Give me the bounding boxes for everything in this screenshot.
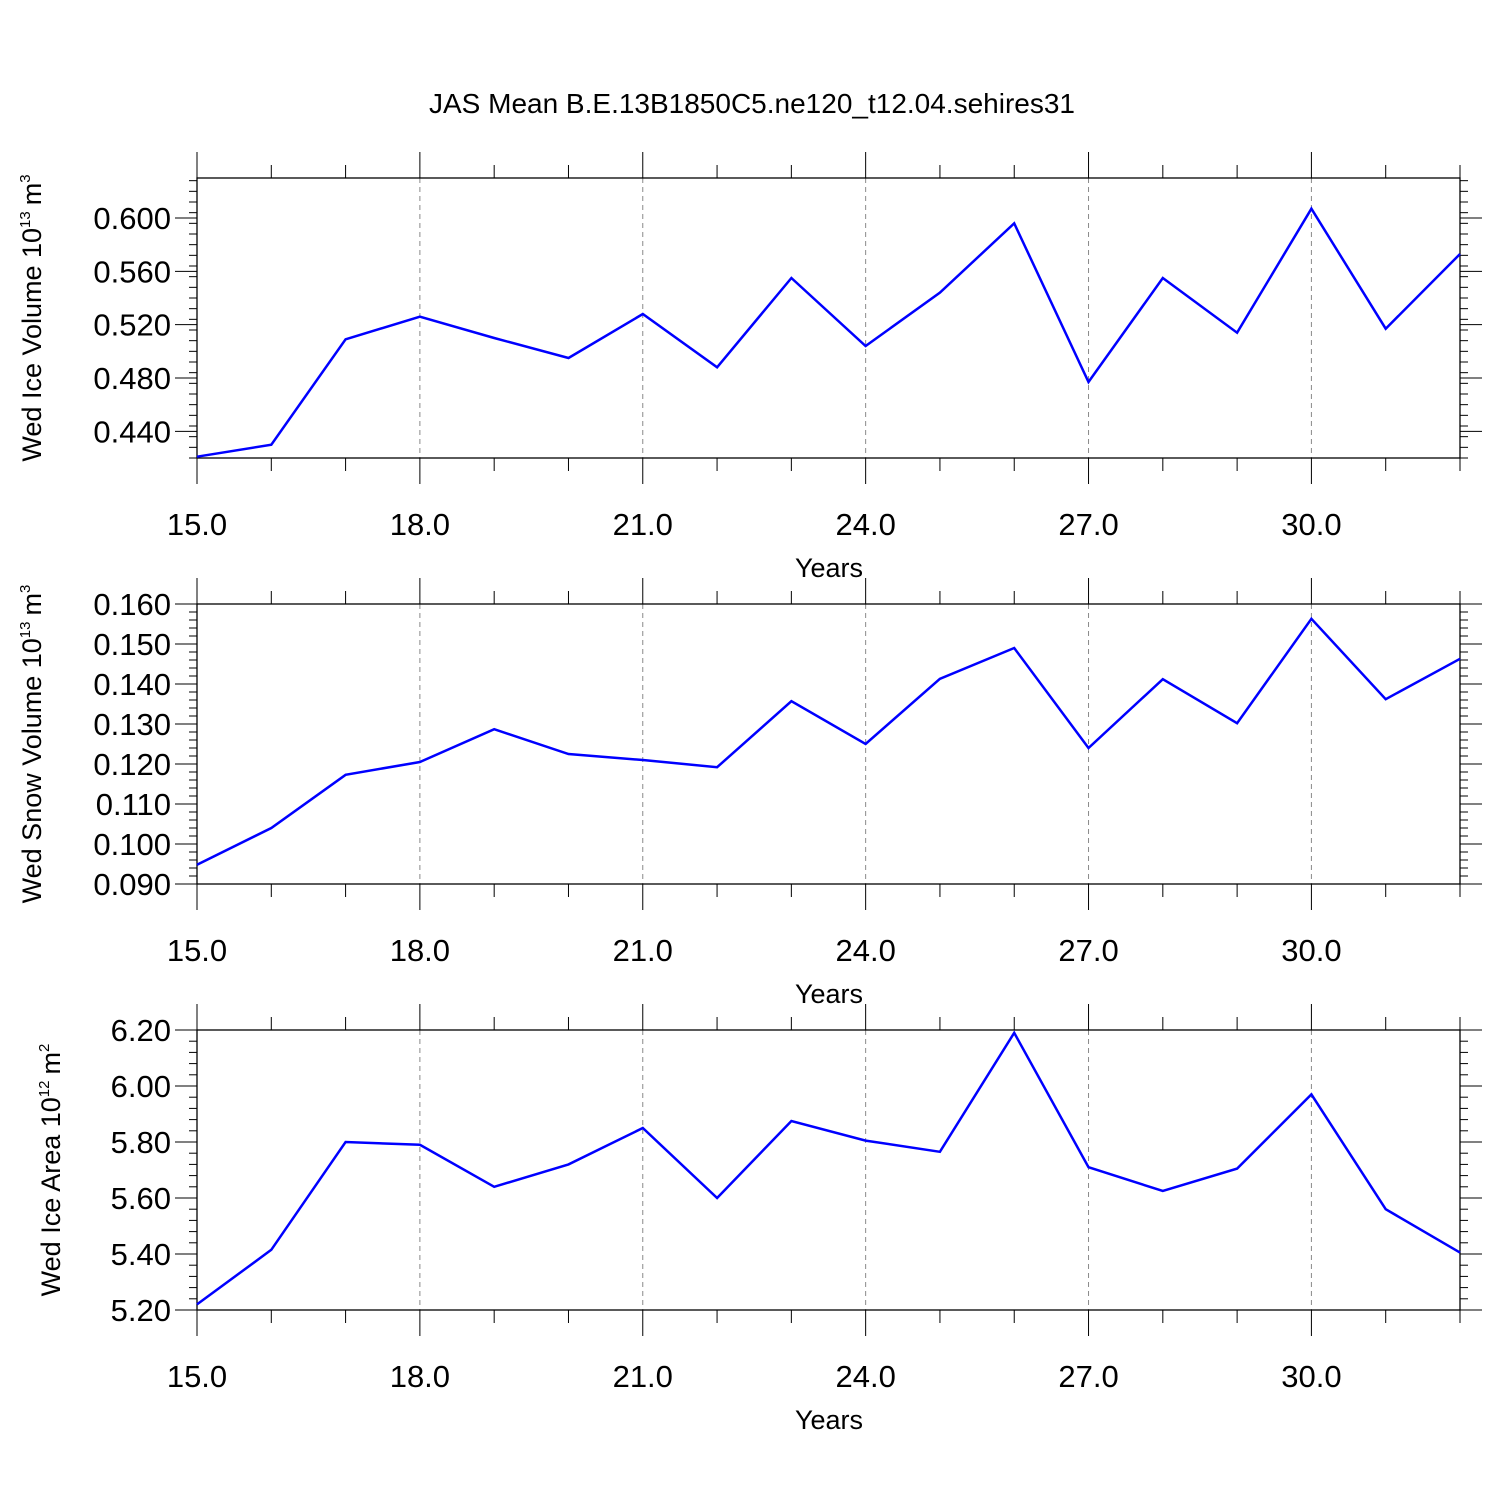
y-axis-label-exponent: 13 xyxy=(17,211,34,228)
y-axis-label: Wed Snow Volume 1013 m3 xyxy=(17,585,47,904)
series-line xyxy=(196,616,1461,866)
y-axis-label-unit: m xyxy=(17,593,47,616)
y-axis-label-text: Wed Ice Area 10 xyxy=(36,1097,66,1296)
x-axis-label: Years xyxy=(795,553,863,583)
x-tick-label: 15.0 xyxy=(167,933,227,968)
y-tick-label: 5.40 xyxy=(111,1237,171,1272)
y-tick-label: 0.100 xyxy=(93,827,171,862)
y-axis-label-text: Wed Snow Volume 10 xyxy=(17,638,47,903)
x-tick-label: 30.0 xyxy=(1281,933,1341,968)
chart-panel-3: 5.20 5.40 5.60 5.80 6.00 6.20 15.0 18.0 21.0 24.0… xyxy=(36,1004,1482,1435)
y-tick-label: 0.160 xyxy=(93,587,171,622)
series-line xyxy=(196,206,1461,458)
y-axis-label-exponent: 13 xyxy=(17,621,34,638)
y-tick-label: 0.090 xyxy=(93,867,171,902)
plot-frame xyxy=(196,603,1461,885)
x-axis-label: Years xyxy=(795,1405,863,1435)
x-tick-label: 21.0 xyxy=(613,507,673,542)
y-tick-label: 0.140 xyxy=(93,667,171,702)
y-tick-label: 0.480 xyxy=(93,361,171,396)
x-tick-label: 27.0 xyxy=(1058,933,1118,968)
y-tick-label: 6.20 xyxy=(111,1013,171,1048)
y-axis-label-text: Wed Ice Volume 10 xyxy=(17,228,47,462)
y-tick-label: 6.00 xyxy=(111,1069,171,1104)
y-tick-label: 0.110 xyxy=(96,787,171,822)
x-tick-label: 27.0 xyxy=(1058,1359,1118,1394)
x-tick-label: 18.0 xyxy=(390,507,450,542)
x-tick-label: 18.0 xyxy=(390,933,450,968)
plot-frame xyxy=(196,177,1461,459)
y-axis-label-unit: m xyxy=(36,1052,66,1075)
x-tick-label: 21.0 xyxy=(613,933,673,968)
y-axis-label: Wed Ice Area 1012 m2 xyxy=(36,1044,66,1297)
y-axis-label-unit: m xyxy=(17,183,47,206)
x-tick-label: 24.0 xyxy=(835,507,895,542)
y-tick-label: 5.60 xyxy=(111,1181,171,1216)
y-axis-label-unit-exponent: 3 xyxy=(17,585,34,593)
figure-title: JAS Mean B.E.13B1850C5.ne120_t12.04.sehi… xyxy=(429,88,1075,119)
y-tick-label: 5.80 xyxy=(111,1125,171,1160)
chart-panel-1: 0.440 0.480 0.520 0.560 0.600 15.0 18.0 21.0 24.… xyxy=(17,152,1482,583)
series-line xyxy=(196,1030,1461,1306)
y-tick-label: 5.20 xyxy=(111,1293,171,1328)
y-tick-label: 0.520 xyxy=(93,308,171,343)
chart-panel-2: 0.090 0.100 0.110 0.120 0.130 0.140 0.150 0.160… xyxy=(17,578,1482,1009)
x-tick-label: 24.0 xyxy=(835,1359,895,1394)
x-axis-label: Years xyxy=(795,979,863,1009)
y-tick-label: 0.150 xyxy=(93,627,171,662)
x-tick-label: 30.0 xyxy=(1281,1359,1341,1394)
y-tick-label: 0.600 xyxy=(93,201,171,236)
x-tick-label: 15.0 xyxy=(167,1359,227,1394)
x-tick-label: 30.0 xyxy=(1281,507,1341,542)
x-tick-label: 27.0 xyxy=(1058,507,1118,542)
x-tick-label: 24.0 xyxy=(835,933,895,968)
x-tick-label: 21.0 xyxy=(613,1359,673,1394)
y-tick-label: 0.130 xyxy=(93,707,171,742)
y-tick-label: 0.120 xyxy=(93,747,171,782)
y-axis-label: Wed Ice Volume 1013 m3 xyxy=(17,174,47,461)
y-axis-label-unit-exponent: 2 xyxy=(36,1044,53,1052)
x-tick-label: 15.0 xyxy=(167,507,227,542)
y-tick-label: 0.440 xyxy=(93,414,171,449)
y-axis-label-exponent: 12 xyxy=(36,1081,53,1098)
plot-frame xyxy=(196,1029,1461,1311)
y-axis-label-unit-exponent: 3 xyxy=(17,174,34,182)
y-tick-label: 0.560 xyxy=(93,254,171,289)
x-tick-label: 18.0 xyxy=(390,1359,450,1394)
